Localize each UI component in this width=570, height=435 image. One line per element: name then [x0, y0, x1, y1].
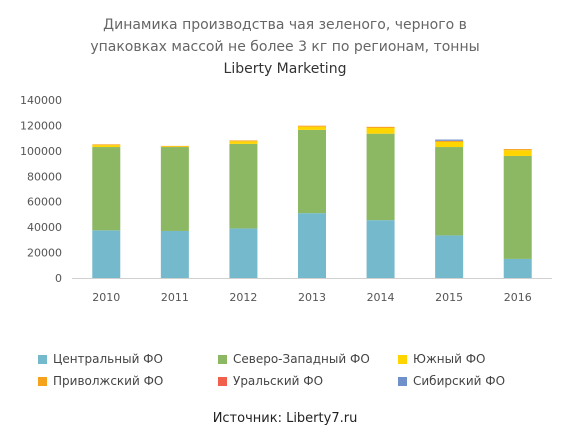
- legend-swatch-northwest: [218, 354, 227, 364]
- bar-segment: [298, 126, 326, 130]
- bar-segment: [435, 139, 464, 141]
- bar-segment: [503, 149, 532, 151]
- bar-segment: [229, 228, 258, 278]
- legend-item-central: Центральный ФО: [38, 352, 163, 366]
- bar-segment: [298, 213, 326, 278]
- bar-segment: [366, 126, 395, 128]
- bar-segment: [229, 141, 258, 144]
- bar-segment: [92, 230, 121, 278]
- legend-swatch-central: [38, 354, 47, 364]
- bar-segment: [229, 140, 258, 142]
- legend-item-south: Южный ФО: [398, 352, 485, 366]
- bar-segment: [366, 133, 395, 221]
- chart-title-line-2: упаковках массой не более 3 кг по регион…: [90, 39, 480, 55]
- legend-label-central: Центральный ФО: [53, 352, 163, 366]
- x-tick-label: 2016: [504, 291, 532, 304]
- legend-label-northwest: Северо-Западный ФО: [233, 352, 370, 366]
- bar-segment: [366, 220, 395, 278]
- legend-swatch-south: [398, 354, 407, 364]
- bar-segment: [92, 147, 121, 231]
- x-tick-label: 2015: [435, 291, 463, 304]
- bar-segment: [298, 129, 326, 214]
- bar-segment: [298, 125, 326, 127]
- legend-swatch-ural: [218, 376, 227, 386]
- x-tick-label: 2013: [298, 291, 326, 304]
- legend-swatch-siberia: [398, 376, 407, 386]
- bar-segment: [160, 145, 189, 147]
- bar-segment: [92, 144, 121, 146]
- legend-item-volga: Приволжский ФО: [38, 374, 163, 388]
- x-tick-label: 2010: [92, 291, 120, 304]
- x-tick-label: 2012: [229, 291, 257, 304]
- stacked-bar-chart: 0 20000 40000 60000 80000 100000 120000 140000 2…: [20, 94, 552, 304]
- bar-segment: [503, 150, 532, 156]
- bar-segment: [503, 155, 532, 259]
- y-tick-label: 20000: [27, 247, 62, 260]
- legend-label-ural: Уральский ФО: [233, 374, 324, 388]
- bar-segment: [366, 127, 395, 134]
- bar-segment: [160, 147, 189, 231]
- bar-segment: [435, 147, 464, 236]
- bar-segment: [435, 235, 464, 278]
- y-tick-label: 100000: [20, 145, 62, 158]
- chart-title-line-1: Динамика производства чая зеленого, черн…: [103, 17, 467, 33]
- chart-title: Динамика производства чая зеленого, черн…: [0, 14, 570, 80]
- y-tick-label: 0: [55, 272, 62, 285]
- legend-item-ural: Уральский ФО: [218, 374, 323, 388]
- bar-segment: [503, 258, 532, 278]
- legend-label-south: Южный ФО: [413, 352, 486, 366]
- bar-segment: [435, 140, 464, 142]
- bar-segment: [160, 230, 189, 278]
- chart-subtitle: Liberty Marketing: [223, 61, 347, 77]
- x-tick-label: 2011: [161, 291, 189, 304]
- legend-label-volga: Приволжский ФО: [53, 374, 164, 388]
- bar-segment: [435, 141, 464, 148]
- x-tick-label: 2014: [367, 291, 395, 304]
- bar-segment: [92, 145, 121, 148]
- y-tick-label: 120000: [20, 119, 62, 132]
- y-tick-label: 80000: [27, 170, 62, 183]
- y-tick-label: 60000: [27, 196, 62, 209]
- legend-item-siberia: Сибирский ФО: [398, 374, 505, 388]
- y-tick-label: 40000: [27, 221, 62, 234]
- legend-swatch-volga: [38, 376, 47, 386]
- source-note: Источник: Liberty7.ru: [212, 411, 358, 426]
- bar-segment: [160, 146, 189, 148]
- y-tick-label: 140000: [20, 94, 62, 107]
- legend-label-siberia: Сибирский ФО: [413, 374, 506, 388]
- bar-segment: [229, 143, 258, 229]
- legend-item-northwest: Северо-Западный ФО: [218, 352, 370, 366]
